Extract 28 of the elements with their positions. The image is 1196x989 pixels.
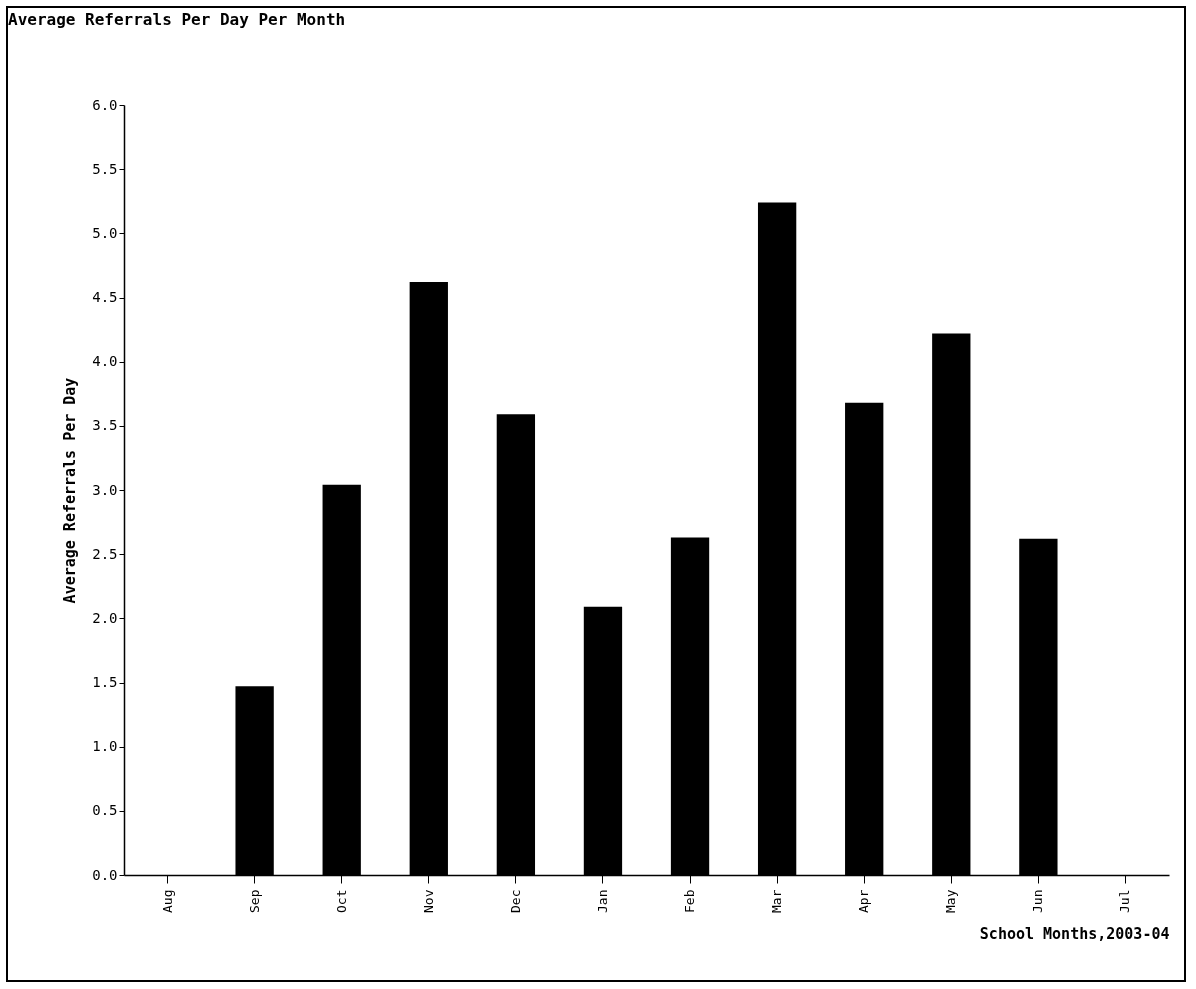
x-axis-title: School Months,2003-04 (979, 924, 1170, 943)
x-tick-label: Feb (682, 889, 698, 913)
y-tick-label: 0.5 (92, 802, 118, 819)
y-tick-label: 4.0 (92, 353, 118, 370)
y-tick-label: 6.0 (92, 96, 118, 113)
y-tick-label: 1.0 (92, 738, 118, 755)
y-tick-label: 0.0 (92, 866, 118, 883)
x-tick-label: Jan (594, 889, 610, 913)
y-tick-label: 5.5 (92, 160, 118, 177)
y-tick-label: 3.0 (92, 481, 118, 498)
y-tick-label: 3.5 (92, 417, 118, 434)
y-tick-label: 2.0 (92, 609, 118, 626)
x-tick-label: Sep (246, 889, 262, 913)
x-tick-label: Jun (1030, 889, 1046, 913)
x-tick-label: Nov (420, 889, 436, 913)
y-tick-label: 1.5 (92, 674, 118, 690)
x-tick-label: Jul (1117, 889, 1133, 913)
x-tick-label: May (943, 889, 959, 913)
x-tick-label: Apr (856, 889, 872, 913)
y-tick-label: 5.0 (92, 224, 118, 241)
chart-title: Average Referrals Per Day Per Month (8, 10, 346, 29)
y-tick-label: 2.5 (92, 545, 118, 562)
x-tick-label: Dec (507, 889, 523, 913)
x-tick-label: Oct (333, 889, 349, 913)
y-tick-label: 4.5 (92, 289, 118, 305)
y-axis-title: Average Referrals Per Day (61, 377, 80, 604)
x-tick-label: Mar (769, 889, 785, 913)
x-tick-label: Aug (159, 889, 175, 913)
